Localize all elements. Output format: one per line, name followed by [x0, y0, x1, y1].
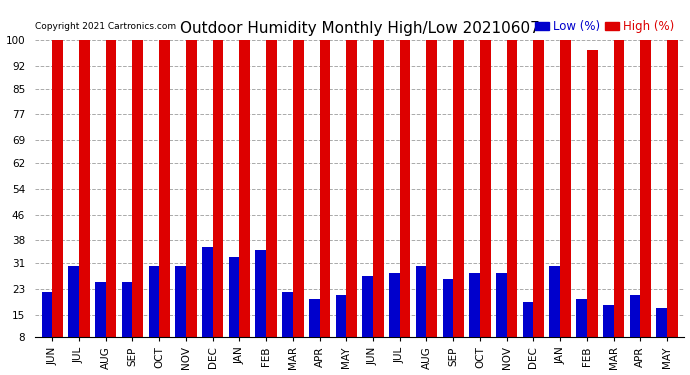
Bar — [523, 302, 533, 337]
Bar — [346, 40, 357, 337]
Bar — [640, 40, 651, 337]
Bar — [148, 266, 159, 337]
Text: Copyright 2021 Cartronics.com: Copyright 2021 Cartronics.com — [35, 22, 176, 31]
Bar — [533, 40, 544, 337]
Bar — [416, 266, 426, 337]
Bar — [426, 40, 437, 337]
Bar — [613, 40, 624, 337]
Bar — [656, 308, 667, 337]
Bar — [309, 298, 319, 337]
Bar — [175, 266, 186, 337]
Bar — [335, 295, 346, 337]
Bar — [95, 282, 106, 337]
Bar — [362, 276, 373, 337]
Bar — [506, 40, 518, 337]
Bar — [79, 40, 90, 337]
Bar — [496, 273, 506, 337]
Bar — [239, 40, 250, 337]
Bar — [106, 40, 117, 337]
Bar — [549, 266, 560, 337]
Legend: Low (%), High (%): Low (%), High (%) — [531, 16, 678, 38]
Bar — [453, 40, 464, 337]
Bar — [41, 292, 52, 337]
Bar — [159, 40, 170, 337]
Bar — [630, 295, 640, 337]
Bar — [68, 266, 79, 337]
Bar — [469, 273, 480, 337]
Bar — [389, 273, 400, 337]
Bar — [121, 282, 132, 337]
Bar — [52, 40, 63, 337]
Bar — [373, 40, 384, 337]
Bar — [266, 40, 277, 337]
Bar — [255, 250, 266, 337]
Bar — [213, 40, 224, 337]
Bar — [603, 305, 613, 337]
Bar — [282, 292, 293, 337]
Bar — [587, 50, 598, 337]
Bar — [202, 247, 213, 337]
Bar — [228, 256, 239, 337]
Bar — [186, 40, 197, 337]
Bar — [480, 40, 491, 337]
Bar — [319, 40, 331, 337]
Bar — [132, 40, 143, 337]
Bar — [560, 40, 571, 337]
Bar — [400, 40, 411, 337]
Title: Outdoor Humidity Monthly High/Low 20210607: Outdoor Humidity Monthly High/Low 202106… — [180, 21, 540, 36]
Bar — [293, 40, 304, 337]
Bar — [667, 40, 678, 337]
Bar — [576, 298, 587, 337]
Bar — [442, 279, 453, 337]
